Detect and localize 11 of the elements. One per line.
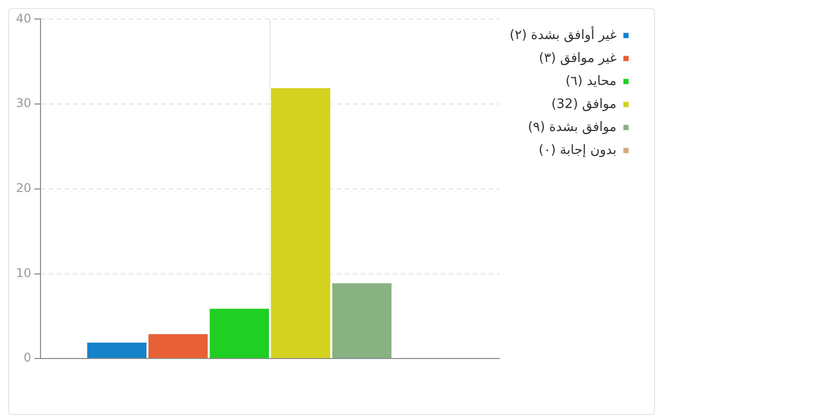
legend-label: موافق بشدة (٩): [528, 120, 616, 135]
y-tick-label: 10: [16, 266, 32, 280]
legend-label: محايد (٦): [565, 74, 616, 89]
y-tick-label: 40: [16, 11, 32, 26]
legend-label: موافق (32): [551, 96, 616, 112]
legend-label: غير أوافق بشدة (٢): [510, 26, 617, 43]
legend-label: غير موافق (٣): [538, 50, 617, 66]
y-tick-label: 0: [24, 350, 32, 365]
y-tick-label: 30: [16, 96, 32, 110]
y-tick-label: 20: [16, 181, 32, 196]
legend-label: بدون إجابة (٠): [538, 142, 616, 158]
